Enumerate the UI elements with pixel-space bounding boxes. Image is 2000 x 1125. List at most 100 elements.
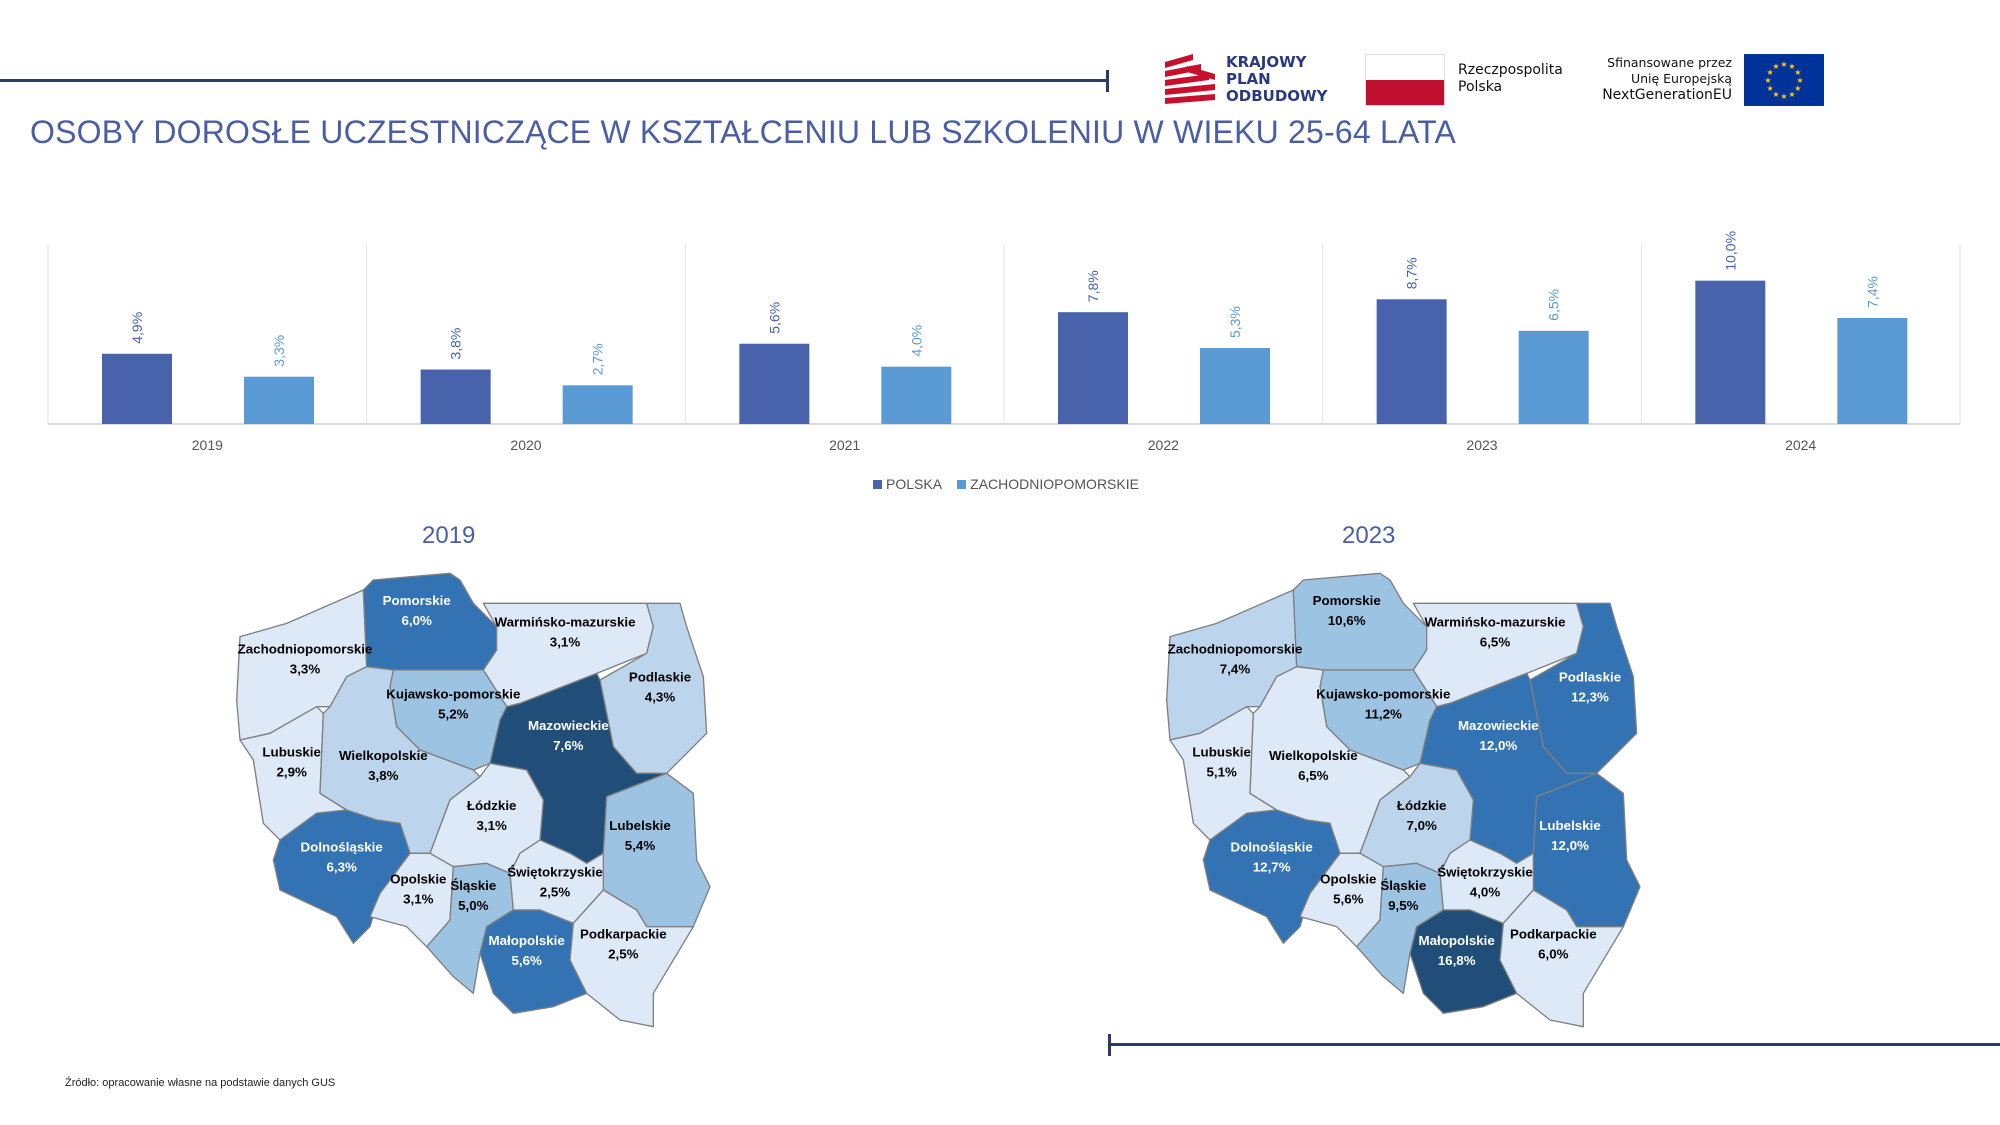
region-doln — [1202, 809, 1341, 944]
region-value: 5,2% — [438, 706, 469, 721]
region-value: 6,0% — [401, 613, 432, 628]
bar-zachodniopomorskie — [244, 376, 314, 424]
region-value: 4,0% — [1470, 885, 1501, 900]
map-2019: Zachodniopomorskie 3,3% Pomorskie 6,0% Warmi… — [236, 572, 711, 1028]
data-label: 4,0% — [908, 325, 924, 357]
legend-label-zachodniopomorskie: ZACHODNIOPOMORSKIE — [970, 476, 1139, 492]
region-name: Pomorskie — [383, 593, 451, 608]
data-label: 5,6% — [766, 302, 782, 334]
eu-line-1: Sfinansowane przez — [1607, 55, 1732, 70]
region-name: Łódzkie — [1397, 798, 1447, 813]
region-name: Dolnośląskie — [1231, 840, 1313, 855]
region-name: Lubuskie — [1192, 745, 1251, 760]
map-title-2019: 2019 — [422, 522, 476, 549]
region-name: Śląskie — [450, 878, 496, 893]
eu-star-icon: ★ — [1794, 84, 1801, 93]
eu-star-icon: ★ — [1767, 68, 1774, 77]
region-name: Łódzkie — [467, 798, 517, 813]
region-value: 6,5% — [1480, 635, 1511, 650]
bar-polska — [1695, 280, 1766, 424]
region-value: 6,0% — [1538, 946, 1569, 961]
bar-polska — [1058, 312, 1128, 424]
kpo-line-1: KRAJOWY — [1226, 53, 1307, 71]
region-value: 2,9% — [276, 765, 307, 780]
region-value: 12,3% — [1571, 690, 1609, 705]
data-label: 10,0% — [1722, 231, 1738, 271]
region-value: 11,2% — [1365, 706, 1402, 721]
eu-star-icon: ★ — [1767, 84, 1774, 93]
data-label: 3,3% — [271, 335, 287, 367]
region-value: 7,6% — [553, 738, 584, 753]
region-name: Warmińsko-mazurskie — [1425, 615, 1566, 630]
region-name: Opolskie — [390, 871, 446, 886]
region-value: 3,3% — [290, 661, 321, 676]
region-shape — [1409, 909, 1518, 1014]
region-name: Lubelskie — [1539, 818, 1600, 833]
x-tick-label: 2021 — [829, 437, 860, 453]
eu-star-icon: ★ — [1772, 90, 1779, 99]
legend-swatch-polska — [873, 480, 883, 489]
region-name: Podkarpackie — [1510, 926, 1597, 941]
region-name: Śląskie — [1380, 878, 1426, 893]
kpo-stripes-icon — [1165, 54, 1215, 104]
x-tick-label: 2023 — [1466, 437, 1497, 453]
region-value: 6,5% — [1298, 768, 1329, 783]
region-name: Małopolskie — [489, 933, 565, 948]
region-value: 10,6% — [1328, 613, 1366, 628]
eu-line-2: Unię Europejską — [1630, 71, 1732, 86]
region-name: Zachodniopomorskie — [238, 641, 373, 656]
region-name: Zachodniopomorskie — [1168, 641, 1303, 656]
region-podk — [1499, 889, 1624, 1028]
bar-chart: 2019 4,9% 3,3% 2020 3,8% 2,7% 2021 5,6% 4,0% 2022… — [47, 231, 1961, 453]
rp-line-2: Polska — [1458, 79, 1503, 95]
region-name: Podkarpackie — [580, 926, 667, 941]
top-rule-tick — [1106, 70, 1109, 92]
data-label: 2,7% — [590, 343, 606, 375]
region-shape — [272, 809, 411, 944]
page-title: OSOBY DOROSŁE UCZESTNICZĄCE W KSZTAŁCENI… — [30, 114, 1457, 150]
region-name: Wielkopolskie — [339, 748, 428, 763]
region-name: Kujawsko-pomorskie — [386, 686, 520, 701]
region-malo — [1409, 909, 1518, 1014]
eu-star-icon: ★ — [1788, 62, 1795, 71]
region-value: 5,0% — [458, 898, 489, 913]
region-value: 12,0% — [1551, 838, 1589, 853]
region-value: 3,1% — [476, 818, 507, 833]
data-label: 3,8% — [448, 328, 464, 360]
region-doln — [272, 809, 411, 944]
region-value: 16,8% — [1438, 953, 1476, 968]
bar-polska — [420, 369, 491, 424]
region-shape — [569, 889, 694, 1028]
bar-polska — [1376, 299, 1447, 424]
bar-zachodniopomorskie — [881, 366, 952, 424]
region-name: Podlaskie — [629, 670, 691, 685]
data-label: 4,9% — [129, 312, 145, 344]
eu-flag-icon: ★ ★★★★★★★★★★★ — [1744, 54, 1824, 106]
x-tick-label: 2020 — [510, 437, 541, 453]
region-name: Świętokrzyskie — [507, 865, 603, 880]
eu-star-icon: ★ — [1780, 92, 1787, 101]
x-tick-label: 2024 — [1785, 437, 1816, 453]
region-value: 2,5% — [540, 885, 571, 900]
region-value: 5,1% — [1206, 765, 1237, 780]
region-value: 12,0% — [1479, 738, 1517, 753]
region-name: Małopolskie — [1419, 933, 1495, 948]
eu-star-icon: ★ — [1788, 90, 1795, 99]
region-name: Świętokrzyskie — [1437, 865, 1533, 880]
region-name: Opolskie — [1320, 871, 1376, 886]
bar-zachodniopomorskie — [562, 385, 633, 424]
x-tick-label: 2019 — [192, 437, 223, 453]
region-value: 9,5% — [1388, 898, 1419, 913]
polish-flag-icon — [1365, 54, 1445, 106]
region-value: 5,4% — [625, 838, 656, 853]
rp-line-1: Rzeczpospolita — [1458, 62, 1563, 78]
bottom-rule — [1110, 1043, 2000, 1046]
data-label: 5,3% — [1227, 306, 1243, 338]
bar-zachodniopomorskie — [1200, 348, 1270, 424]
region-value: 7,4% — [1220, 661, 1251, 676]
region-name: Dolnośląskie — [301, 840, 383, 855]
region-name: Pomorskie — [1313, 593, 1381, 608]
region-value: 7,0% — [1406, 818, 1437, 833]
region-name: Wielkopolskie — [1269, 748, 1358, 763]
source-note: Źródło: opracowanie własne na podstawie … — [65, 1077, 336, 1089]
